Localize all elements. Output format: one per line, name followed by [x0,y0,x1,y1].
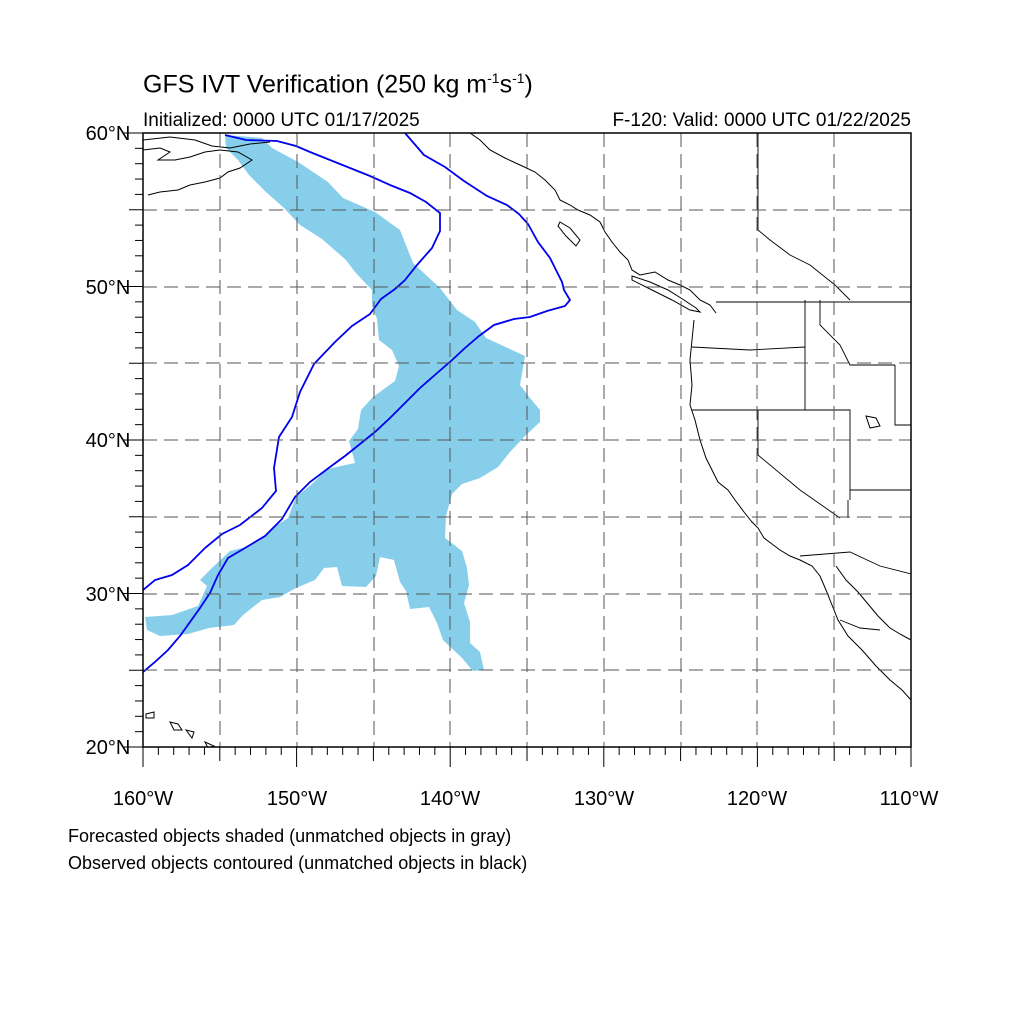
observed-contour-east [143,133,572,673]
lon-label: 110°W [880,788,939,810]
lon-label: 120°W [727,788,787,810]
baja-coastline [835,565,911,641]
lon-label: 140°W [420,788,480,810]
vancouver-island [631,275,702,313]
lat-label: 20°N [86,737,131,759]
lon-label: 160°W [113,788,173,810]
grid [143,133,911,747]
forecast-ivt-object [145,135,540,671]
lat-label: 60°N [86,123,131,145]
legend-forecast-note: Forecasted objects shaded (unmatched obj… [68,826,512,846]
alaska-coastline-north [143,136,271,149]
valid-time-label: F-120: Valid: 0000 UTC 01/22/2025 [612,110,911,131]
us-west-coastline [689,319,911,701]
lat-labels: 20°N 30°N 40°N 50°N 60°N [86,123,131,759]
lat-label: 50°N [86,277,131,299]
haida-gwaii [557,221,581,247]
state-borders [691,133,911,631]
observed-contour-west [143,134,441,591]
lat-label: 40°N [86,430,131,452]
lon-labels: 160°W 150°W 140°W 130°W 120°W 110°W [113,788,939,810]
axis-ticks [123,132,912,767]
hawaii-islands [145,711,216,747]
lat-label: 30°N [86,584,131,606]
legend-observed-note: Observed objects contoured (unmatched ob… [68,853,528,873]
lon-label: 150°W [267,788,327,810]
great-salt-lake [865,415,881,429]
initialized-label: Initialized: 0000 UTC 01/17/2025 [143,110,420,131]
chart-title: GFS IVT Verification (250 kg m-1s-1) [143,70,533,99]
alaska-coastline [143,147,253,196]
bc-coastline [469,133,717,314]
lon-label: 130°W [574,788,634,810]
